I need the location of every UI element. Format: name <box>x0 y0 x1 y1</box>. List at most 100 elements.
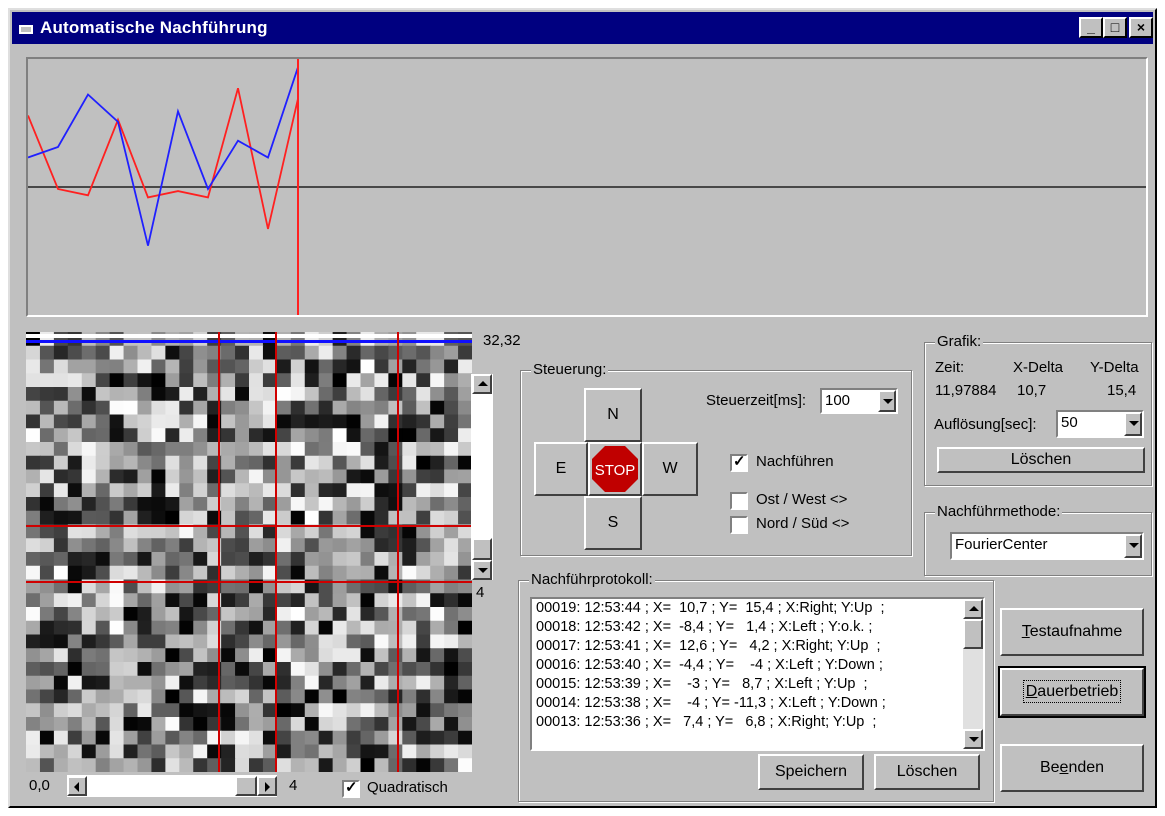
speichern-button[interactable]: Speichern <box>758 754 864 790</box>
pixel <box>179 689 194 704</box>
pixel <box>304 442 320 457</box>
pixel <box>39 359 55 374</box>
pixel <box>123 414 139 429</box>
pixel <box>290 717 306 732</box>
methode-select[interactable]: FourierCenter <box>950 532 1144 560</box>
pixel <box>416 373 431 388</box>
nordsued-checkbox[interactable] <box>730 516 748 534</box>
check-mark-icon: ✓ <box>345 779 358 796</box>
pixel <box>249 387 264 402</box>
log-entry[interactable]: 00016: 12:53:40 ; X= -4,4 ; Y= -4 ; X:Le… <box>536 657 883 673</box>
pixel <box>81 648 97 663</box>
scroll-thumb[interactable] <box>472 538 492 560</box>
pixel <box>67 414 83 429</box>
pixel <box>388 689 403 704</box>
scroll-up-button[interactable] <box>472 374 492 394</box>
vertical-scrollbar[interactable] <box>471 374 493 580</box>
scroll-thumb[interactable] <box>963 619 983 649</box>
ostwest-checkbox[interactable] <box>730 492 748 510</box>
pixel <box>249 483 264 498</box>
log-entry[interactable]: 00019: 12:53:44 ; X= 10,7 ; Y= 15,4 ; X:… <box>536 600 885 616</box>
scroll-thumb-horizontal[interactable] <box>235 776 257 796</box>
pixel <box>81 510 97 526</box>
pixel <box>151 730 166 746</box>
pixel <box>360 620 376 636</box>
pixel <box>95 758 111 772</box>
pixel <box>290 675 306 691</box>
protokoll-loeschen-button[interactable]: Löschen <box>874 754 980 790</box>
pixel <box>430 620 445 636</box>
pixel <box>416 648 431 663</box>
stop-button[interactable]: STOP <box>588 442 642 496</box>
scroll-left-button[interactable] <box>67 776 87 796</box>
scroll-down-button[interactable] <box>472 560 492 580</box>
pixel <box>304 414 320 429</box>
pixel <box>332 552 348 567</box>
testaufnahme-label: estaufnahme <box>1029 623 1123 640</box>
quadratisch-checkbox[interactable]: ✓ <box>342 779 360 798</box>
window-title: Automatische Nachführung <box>40 18 268 37</box>
pixel <box>235 359 250 374</box>
scroll-down-button[interactable] <box>963 729 983 749</box>
pixel <box>179 510 194 526</box>
aufloesung-select[interactable]: 50 <box>1056 410 1144 438</box>
chevron-down-icon[interactable] <box>1124 412 1142 436</box>
pixel <box>26 607 41 622</box>
pixel <box>193 400 208 416</box>
protokoll-scrollbar[interactable] <box>963 599 983 749</box>
horizontal-scrollbar[interactable] <box>67 775 277 797</box>
chevron-down-icon[interactable] <box>878 390 896 412</box>
testaufnahme-button[interactable]: Testaufnahme <box>1000 608 1144 656</box>
grafik-loeschen-button[interactable]: Löschen <box>937 447 1145 473</box>
pixel <box>430 428 445 443</box>
chevron-down-icon[interactable] <box>1124 534 1142 558</box>
pixel <box>346 717 362 732</box>
pixel <box>318 455 334 471</box>
pixel <box>193 675 208 691</box>
pixel <box>26 717 41 732</box>
pixel <box>249 414 264 429</box>
pixel <box>360 414 376 429</box>
pixel <box>53 703 69 718</box>
north-button[interactable]: N <box>584 388 642 442</box>
east-button[interactable]: E <box>534 442 588 496</box>
scroll-right-button[interactable] <box>257 776 277 796</box>
pixel <box>332 455 348 471</box>
minimize-button[interactable]: _ <box>1079 17 1103 38</box>
pixel <box>95 634 111 649</box>
pixel <box>165 607 180 622</box>
pixel <box>332 689 348 704</box>
log-entry[interactable]: 00018: 12:53:42 ; X= -8,4 ; Y= 1,4 ; X:L… <box>536 619 873 635</box>
pixel <box>179 414 194 429</box>
pixel <box>193 593 208 608</box>
pixel <box>332 524 348 539</box>
pixel <box>81 552 97 567</box>
protokoll-list[interactable]: 00019: 12:53:44 ; X= 10,7 ; Y= 15,4 ; X:… <box>530 597 985 751</box>
dauerbetrieb-button[interactable]: Dauerbetrieb <box>998 666 1146 718</box>
pixel <box>109 455 125 471</box>
pixel <box>276 565 292 581</box>
log-entry[interactable]: 00015: 12:53:39 ; X= -3 ; Y= 8,7 ; X:Lef… <box>536 676 868 692</box>
log-entry[interactable]: 00014: 12:53:38 ; X= -4 ; Y= -11,3 ; X:L… <box>536 695 886 711</box>
pixel <box>109 373 125 388</box>
pixel <box>193 387 208 402</box>
nachfuehren-checkbox[interactable]: ✓ <box>730 453 748 472</box>
beenden-button[interactable]: Beenden <box>1000 744 1144 792</box>
south-button[interactable]: S <box>584 496 642 550</box>
pixel <box>276 387 292 402</box>
pixel <box>249 428 264 443</box>
close-button[interactable]: × <box>1129 17 1153 38</box>
west-button[interactable]: W <box>642 442 698 496</box>
scroll-up-button[interactable] <box>963 599 983 619</box>
pixel <box>137 758 153 772</box>
log-entry[interactable]: 00013: 12:53:36 ; X= 7,4 ; Y= 6,8 ; X:Ri… <box>536 714 877 730</box>
pixel <box>193 414 208 429</box>
steuerzeit-select[interactable]: 100 <box>820 388 898 414</box>
log-entry[interactable]: 00017: 12:53:41 ; X= 12,6 ; Y= 4,2 ; X:R… <box>536 638 881 654</box>
pixel <box>39 483 55 498</box>
pixel <box>388 607 403 622</box>
pixel <box>53 345 69 361</box>
pixel <box>81 717 97 732</box>
maximize-button[interactable]: □ <box>1103 17 1127 38</box>
pixel <box>137 552 153 567</box>
